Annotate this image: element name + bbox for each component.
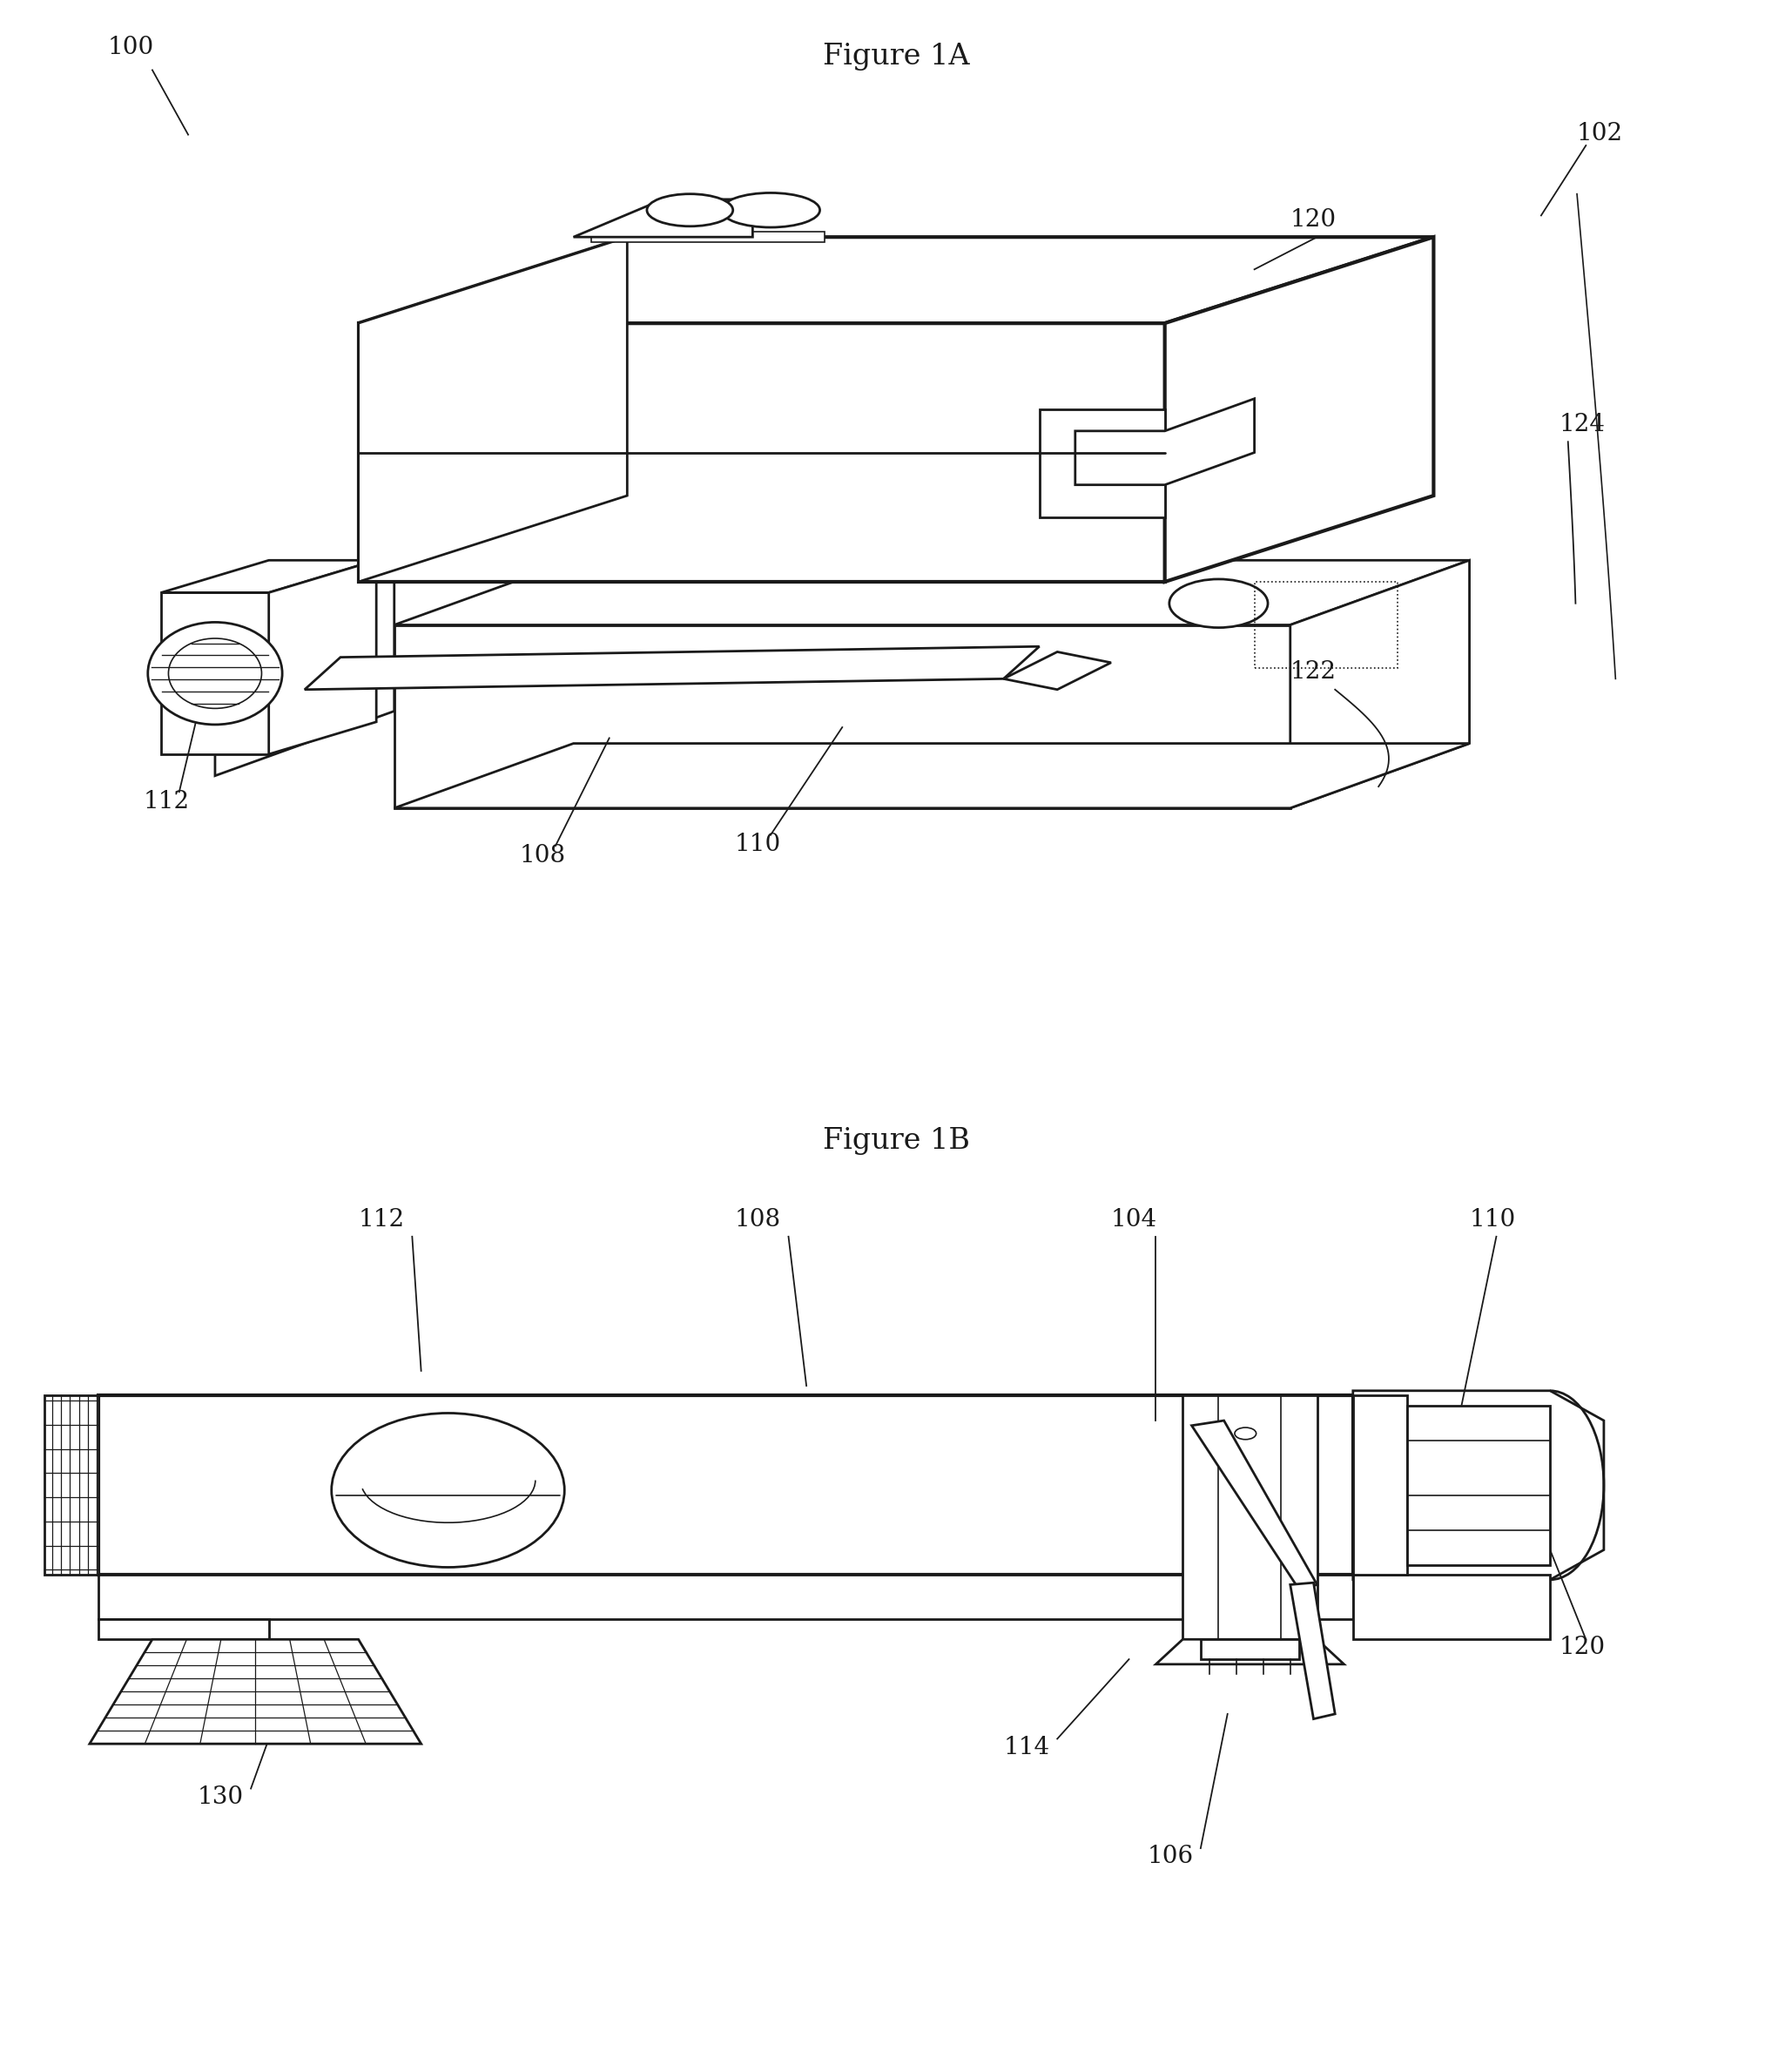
Polygon shape [1192,1421,1317,1589]
Text: 106: 106 [1147,1844,1193,1869]
Text: 104: 104 [1111,1208,1158,1233]
Polygon shape [1353,1390,1604,1579]
Polygon shape [1156,1639,1344,1664]
Text: Figure 1A: Figure 1A [823,44,969,70]
Text: 130: 130 [197,1786,244,1809]
Text: 108: 108 [520,843,566,868]
Ellipse shape [147,622,281,725]
Text: 100: 100 [108,35,154,60]
Polygon shape [1290,559,1469,808]
Polygon shape [358,236,1434,323]
Polygon shape [1004,653,1111,690]
Polygon shape [99,1575,1353,1620]
Ellipse shape [1168,578,1269,628]
Text: 112: 112 [358,1208,405,1233]
Polygon shape [305,646,1039,690]
Polygon shape [1353,1397,1407,1575]
Ellipse shape [168,638,262,709]
Polygon shape [90,1639,421,1745]
Polygon shape [1075,398,1254,485]
Ellipse shape [647,195,733,226]
Ellipse shape [332,1413,564,1566]
Polygon shape [1353,1575,1550,1639]
Text: 110: 110 [1469,1208,1516,1233]
Polygon shape [161,593,269,754]
Polygon shape [1039,410,1165,518]
Ellipse shape [1235,1428,1256,1440]
Text: 120: 120 [1290,207,1337,232]
Text: 122: 122 [1290,661,1337,684]
Polygon shape [99,1620,269,1639]
Text: Figure 1B: Figure 1B [823,1127,969,1154]
Polygon shape [591,232,824,242]
Polygon shape [358,236,627,582]
Polygon shape [358,323,1165,582]
Text: 114: 114 [1004,1736,1050,1759]
Polygon shape [99,1397,1353,1575]
Polygon shape [45,1397,99,1575]
Polygon shape [1165,236,1434,582]
Polygon shape [394,559,1469,626]
Text: 124: 124 [1559,412,1606,437]
Polygon shape [269,559,376,754]
Polygon shape [1407,1405,1550,1564]
Bar [1254,582,1398,667]
Text: 110: 110 [735,833,781,856]
Polygon shape [1183,1397,1317,1639]
Polygon shape [1201,1639,1299,1660]
Ellipse shape [720,193,821,228]
Polygon shape [394,626,1290,808]
Polygon shape [1290,1583,1335,1720]
Text: 102: 102 [1577,122,1624,145]
Text: 108: 108 [735,1208,781,1233]
Polygon shape [573,199,753,236]
Text: 112: 112 [143,789,190,814]
Text: 120: 120 [1559,1637,1606,1660]
Polygon shape [215,559,394,775]
Polygon shape [394,744,1469,808]
Polygon shape [161,559,376,593]
